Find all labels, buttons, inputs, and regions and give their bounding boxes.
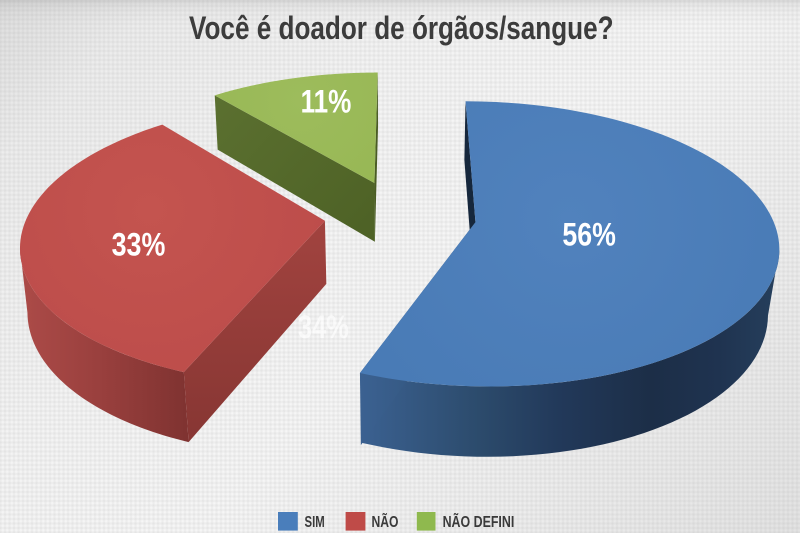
- svg-text:SIM: SIM: [305, 514, 325, 531]
- svg-text:34%: 34%: [298, 309, 349, 345]
- svg-text:Você é doador de órgãos/sangue: Você é doador de órgãos/sangue?: [189, 10, 614, 46]
- svg-text:NÃO DEFINI: NÃO DEFINI: [443, 511, 515, 531]
- svg-text:NÃO: NÃO: [372, 511, 399, 531]
- svg-text:11%: 11%: [301, 84, 352, 120]
- svg-text:56%: 56%: [562, 216, 615, 252]
- svg-text:33%: 33%: [112, 226, 166, 262]
